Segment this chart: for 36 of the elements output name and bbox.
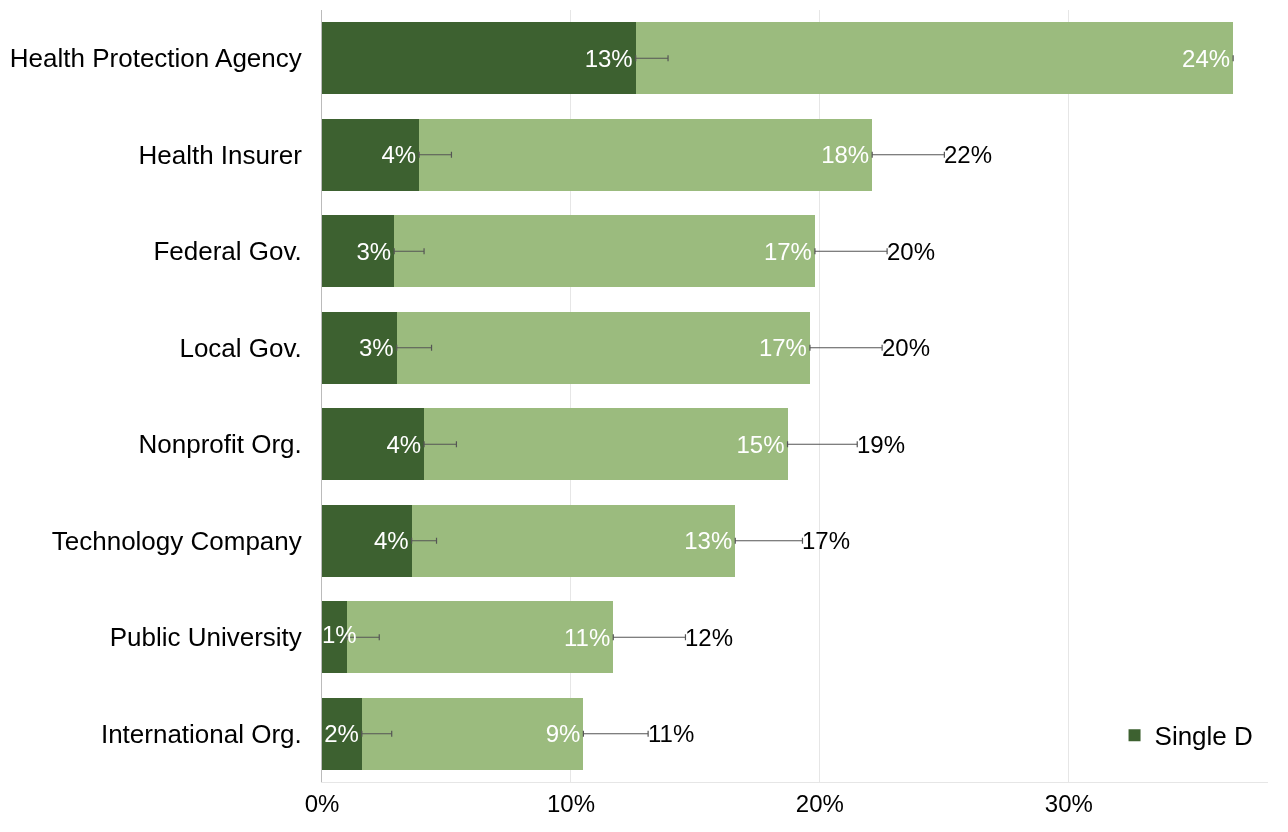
data-label: 15% <box>736 430 785 458</box>
data-label: 3% <box>356 237 392 265</box>
total-label: 11% <box>648 720 695 747</box>
y-tick-label: Technology Company <box>51 525 302 556</box>
data-label: 4% <box>386 430 422 458</box>
data-label: 2% <box>324 720 359 748</box>
total-label: 19% <box>857 431 906 458</box>
legend-label: Single D <box>1154 721 1253 752</box>
data-label: 9% <box>545 720 581 748</box>
total-label: 20% <box>882 334 931 361</box>
data-label: 1% <box>322 621 357 649</box>
y-tick-label: Public University <box>109 622 302 653</box>
y-tick-label: Health Insurer <box>138 139 303 170</box>
data-label: 3% <box>358 334 394 362</box>
y-tick-label: International Org. <box>100 718 302 749</box>
total-label: 17% <box>802 527 851 554</box>
data-label: 4% <box>373 527 409 555</box>
data-label: 24% <box>1182 44 1231 72</box>
x-tick-label: 30% <box>1044 789 1093 817</box>
data-label: 17% <box>758 334 807 362</box>
total-label: 22% <box>944 141 993 168</box>
x-tick-label: 10% <box>546 789 595 817</box>
total-label: 20% <box>887 238 936 265</box>
data-label: 18% <box>821 141 870 169</box>
y-tick-label: Federal Gov. <box>153 236 302 267</box>
x-tick-label: 20% <box>795 789 844 817</box>
y-tick-label: Local Gov. <box>179 332 302 363</box>
data-label: 4% <box>381 141 417 169</box>
x-tick-label: 0% <box>304 789 340 817</box>
y-tick-label: Nonprofit Org. <box>138 429 302 460</box>
data-label: 17% <box>763 237 812 265</box>
data-label: 13% <box>584 44 633 72</box>
y-tick-label: Health Protection Agency <box>9 43 302 74</box>
total-label: 12% <box>685 624 734 651</box>
data-label: 13% <box>684 527 733 555</box>
data-label: 11% <box>564 623 611 651</box>
